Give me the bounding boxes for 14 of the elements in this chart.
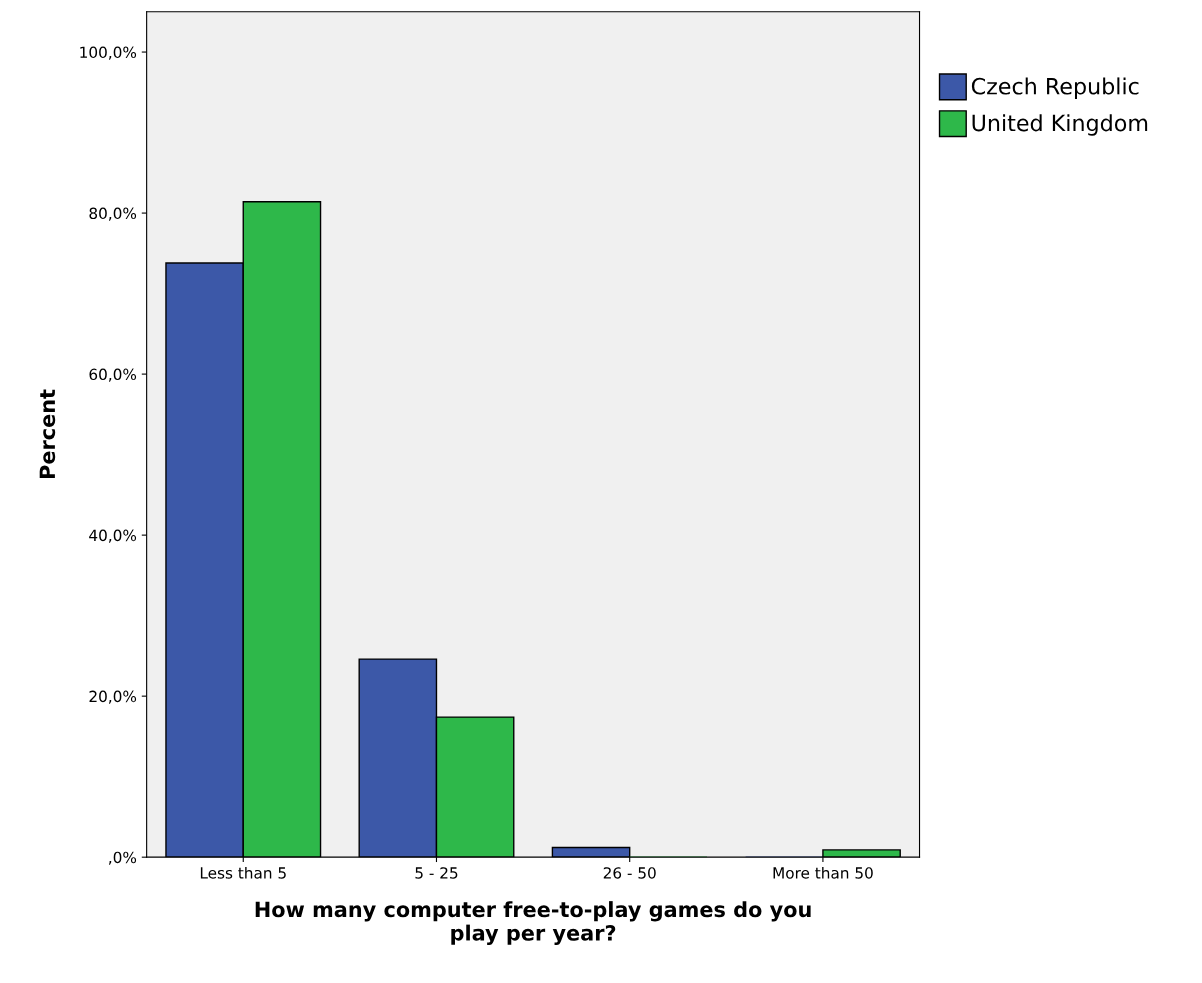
y-tick-label: 80,0% [89, 207, 137, 221]
y-tick-label: 60,0% [89, 368, 137, 382]
x-axis-title: How many computer free-to-play games do you play per year? [255, 901, 811, 945]
y-tick-label: 40,0% [89, 529, 137, 543]
y-axis-title: Percent [39, 389, 56, 479]
x-tick-label: More than 50 [773, 866, 873, 879]
y-tick-label: 20,0% [89, 690, 137, 704]
legend-label: United Kingdom [972, 114, 1148, 136]
y-tick-label: 100,0% [80, 46, 137, 60]
x-tick-label: 26 - 50 [603, 867, 656, 879]
legend-label: Czech Republic [971, 77, 1139, 99]
y-tick-label: ,0% [109, 851, 137, 865]
x-tick-label: 5 - 25 [415, 867, 458, 879]
x-tick-label: Less than 5 [200, 866, 286, 879]
